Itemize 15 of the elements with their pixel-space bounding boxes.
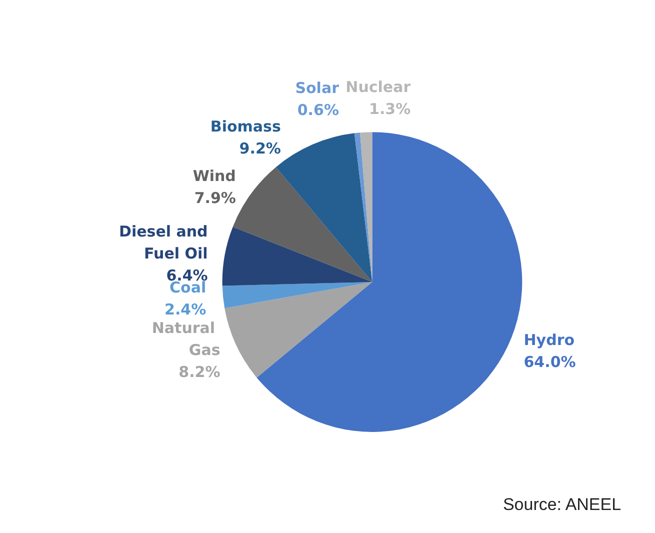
data-label: 7.9% bbox=[194, 189, 236, 208]
data-label: 8.2% bbox=[178, 363, 220, 382]
data-label: 2.4% bbox=[164, 300, 206, 318]
slice-label: Wind bbox=[192, 167, 236, 186]
slice-label: Biomass bbox=[210, 117, 281, 136]
source-note: Source: ANEEL bbox=[502, 495, 622, 514]
data-label: 9.2% bbox=[239, 139, 281, 158]
slice-label: Nuclear bbox=[346, 78, 412, 96]
data-label: 64.0% bbox=[524, 352, 576, 371]
slice-label: Solar bbox=[295, 78, 340, 97]
slice-label: Natural Gas bbox=[152, 319, 220, 360]
slice-label: Hydro bbox=[524, 330, 575, 349]
data-label: 0.6% bbox=[297, 100, 339, 119]
slice-label: Diesel and Fuel Oil bbox=[119, 222, 208, 263]
data-label: 1.3% bbox=[369, 100, 411, 118]
